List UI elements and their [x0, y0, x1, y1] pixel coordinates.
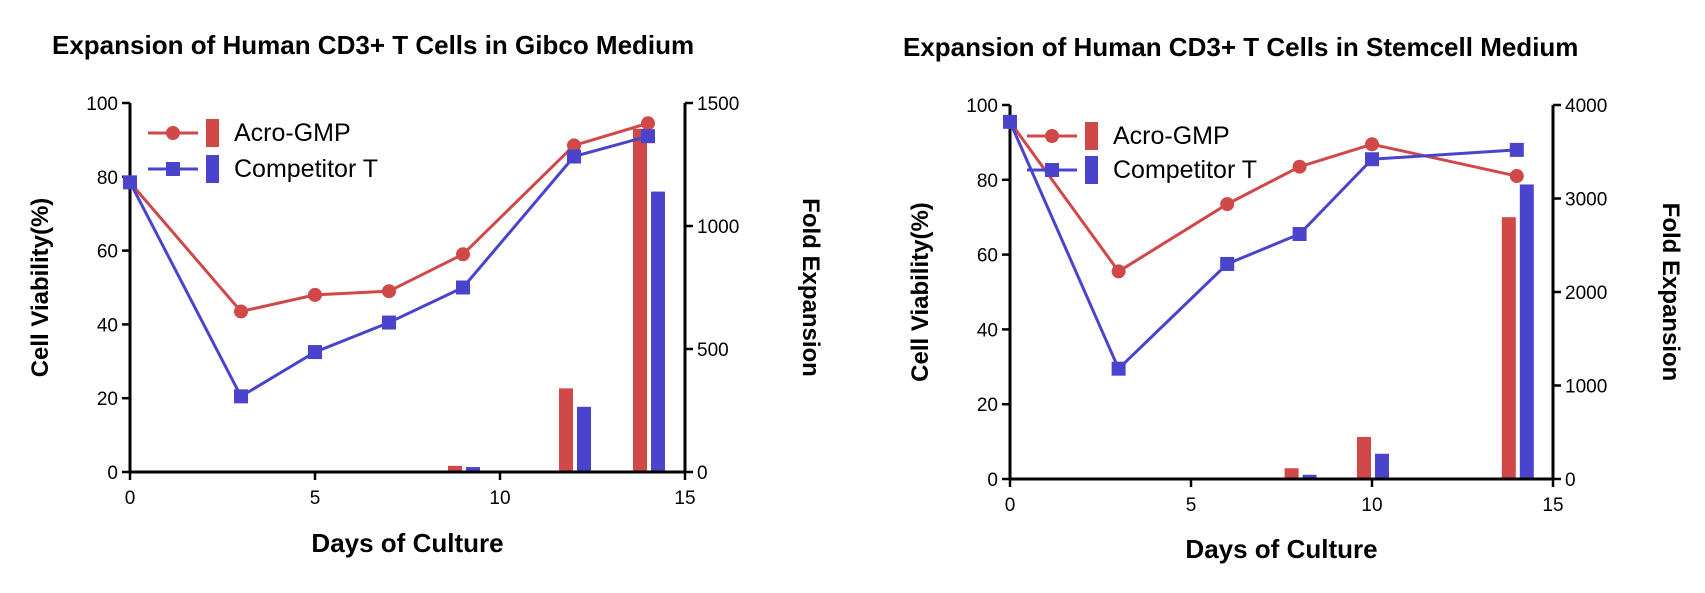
legend-bar-competitor-t [1085, 156, 1098, 184]
legend-label-competitor-t: Competitor T [1113, 156, 1257, 184]
point-acro-gmp-day-10 [1365, 137, 1379, 152]
chart-title-gibco: Expansion of Human CD3+ T Cells in Gibco… [52, 30, 695, 60]
y2-tick-label: 1000 [697, 217, 739, 238]
bar-competitor-t-day-8 [1302, 474, 1317, 479]
x-tick-label: 0 [1005, 495, 1016, 516]
x-tick-label: 10 [1361, 495, 1382, 516]
point-acro-gmp-day-7 [382, 284, 396, 299]
y-tick-label: 20 [97, 389, 118, 410]
point-competitor-t-day-12 [567, 149, 581, 164]
point-acro-gmp-day-8 [1292, 159, 1307, 174]
point-competitor-t-day-7 [382, 315, 396, 330]
bar-competitor-t-day-14 [651, 191, 665, 472]
y2-axis-label: Fold Expansion [1657, 203, 1684, 382]
bar-competitor-t-day-12 [577, 406, 591, 472]
x-tick-label: 15 [1542, 495, 1563, 516]
y-axis-label: Cell Viability(%) [907, 202, 934, 382]
bar-acro-gmp-day-10 [1357, 436, 1371, 479]
point-acro-gmp-day-12 [567, 138, 581, 153]
x-axis-label: Days of Culture [1185, 534, 1377, 564]
y-tick-label: 80 [977, 171, 998, 192]
x-tick-label: 5 [1186, 495, 1197, 516]
point-acro-gmp-day-14 [1509, 169, 1524, 184]
point-competitor-t-day-0 [1003, 114, 1017, 129]
bar-acro-gmp-day-8 [1284, 468, 1299, 479]
point-acro-gmp-day-3 [1111, 264, 1126, 279]
point-competitor-t-day-3 [234, 389, 248, 404]
legend-marker-competitor-t [166, 162, 180, 176]
y2-tick-label: 3000 [1565, 190, 1607, 211]
y2-tick-label: 500 [697, 340, 729, 361]
point-competitor-t-day-10 [1365, 152, 1379, 167]
legend-bar-competitor-t [206, 155, 219, 183]
y-tick-label: 100 [966, 96, 998, 117]
legend-marker-acro-gmp [166, 126, 180, 140]
y-tick-label: 80 [97, 168, 118, 189]
legend-label-acro-gmp: Acro-GMP [234, 119, 351, 147]
point-competitor-t-day-14 [641, 129, 655, 144]
legend-label-acro-gmp: Acro-GMP [1113, 122, 1230, 150]
x-tick-label: 10 [489, 488, 510, 509]
legend-bar-acro-gmp [206, 119, 219, 147]
x-tick-label: 15 [674, 488, 695, 509]
y-tick-label: 0 [107, 463, 118, 484]
y2-tick-label: 1000 [1565, 377, 1607, 398]
bar-acro-gmp-day-12 [559, 388, 573, 472]
y-tick-label: 0 [987, 470, 998, 491]
legend-label-competitor-t: Competitor T [234, 155, 378, 183]
legend-marker-acro-gmp [1045, 129, 1059, 143]
y2-axis-label: Fold Expansion [797, 198, 824, 377]
chart-title-stemcell: Expansion of Human CD3+ T Cells in Stemc… [903, 32, 1579, 62]
legend-bar-acro-gmp [1085, 122, 1098, 150]
point-competitor-t-day-8 [1292, 227, 1307, 242]
point-competitor-t-day-3 [1111, 361, 1126, 376]
bar-acro-gmp-day-14 [633, 128, 647, 472]
bar-acro-gmp-day-9 [448, 465, 462, 472]
x-tick-label: 5 [310, 488, 321, 509]
y-tick-label: 40 [977, 320, 998, 341]
y2-tick-label: 0 [697, 463, 708, 484]
y-tick-label: 60 [97, 242, 118, 263]
bar-competitor-t-day-9 [466, 467, 480, 472]
point-acro-gmp-day-9 [456, 247, 470, 262]
x-tick-label: 0 [125, 488, 136, 509]
point-competitor-t-day-14 [1509, 142, 1524, 157]
point-competitor-t-day-5 [308, 345, 322, 360]
point-acro-gmp-day-3 [234, 304, 248, 319]
y-tick-label: 20 [977, 395, 998, 416]
point-acro-gmp-day-14 [641, 116, 655, 131]
point-competitor-t-day-0 [123, 175, 137, 190]
bar-competitor-t-day-10 [1375, 453, 1389, 479]
y2-tick-label: 2000 [1565, 283, 1607, 304]
point-competitor-t-day-9 [456, 280, 470, 295]
y2-tick-label: 1500 [697, 94, 739, 115]
y-tick-label: 100 [86, 94, 118, 115]
y-axis-label: Cell Viability(%) [27, 198, 54, 378]
x-axis-label: Days of Culture [311, 528, 503, 558]
legend-marker-competitor-t [1045, 163, 1059, 177]
point-acro-gmp-day-6 [1220, 197, 1235, 212]
y-tick-label: 60 [977, 246, 998, 267]
y-tick-label: 40 [97, 315, 118, 336]
y2-tick-label: 4000 [1565, 96, 1607, 117]
point-acro-gmp-day-5 [308, 287, 322, 302]
series-line-competitor-t [1008, 121, 1517, 372]
point-competitor-t-day-6 [1220, 256, 1235, 271]
bar-acro-gmp-day-14 [1501, 217, 1516, 479]
series-line-acro-gmp [1008, 120, 1518, 274]
bar-competitor-t-day-14 [1519, 184, 1534, 479]
y2-tick-label: 0 [1565, 470, 1576, 491]
